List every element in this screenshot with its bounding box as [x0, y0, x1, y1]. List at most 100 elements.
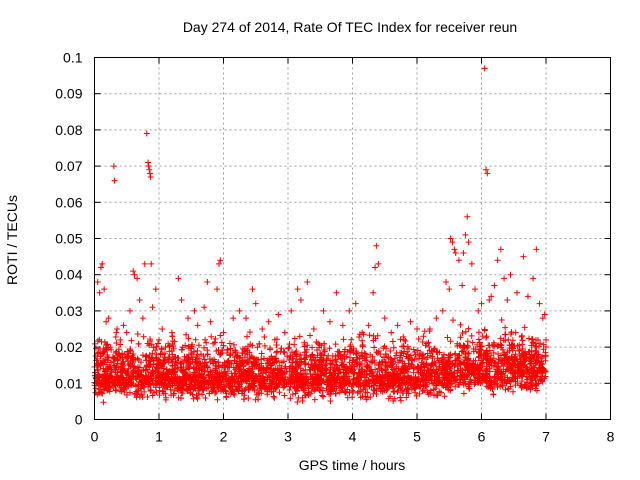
roti-data-points [91, 65, 549, 406]
band-data-point [310, 381, 317, 388]
band-data-point [461, 343, 468, 350]
band-data-point [511, 369, 518, 376]
band-data-point [121, 388, 128, 395]
band-data-point [393, 350, 400, 357]
data-point [103, 318, 110, 325]
data-point [504, 297, 511, 304]
band-data-point [280, 358, 287, 365]
data-point [152, 286, 159, 293]
band-data-point [460, 390, 467, 397]
data-point [375, 260, 382, 267]
band-data-point [231, 391, 238, 398]
band-data-point [227, 351, 234, 358]
band-data-point [381, 354, 388, 361]
band-data-point [512, 375, 519, 382]
band-data-point [222, 388, 229, 395]
band-data-point [148, 376, 155, 383]
plot-frame [94, 57, 611, 420]
band-data-point [272, 384, 279, 391]
band-data-point [188, 350, 195, 357]
data-point [99, 260, 106, 267]
band-data-point [452, 383, 459, 390]
band-data-point [512, 351, 519, 358]
band-data-point [537, 340, 544, 347]
band-data-point [164, 382, 171, 389]
data-point [145, 163, 152, 170]
band-data-point [271, 369, 278, 376]
band-data-point [390, 344, 397, 351]
band-data-point [470, 348, 477, 355]
band-data-point [356, 370, 363, 377]
x-tick-label: 5 [413, 429, 421, 445]
band-data-point [493, 366, 500, 373]
data-point [446, 286, 453, 293]
data-point [259, 326, 266, 332]
band-data-point [264, 388, 271, 395]
band-data-point [213, 378, 220, 385]
band-data-point [113, 363, 120, 370]
data-point [131, 271, 138, 278]
band-data-point [418, 359, 425, 366]
band-data-point [178, 383, 185, 390]
data-point [178, 297, 185, 304]
band-data-point [233, 373, 240, 380]
band-data-point [132, 382, 139, 389]
band-data-point [253, 361, 260, 368]
band-data-point [190, 348, 197, 355]
band-data-point [483, 334, 490, 341]
band-data-point [508, 353, 515, 360]
band-data-point [149, 392, 156, 399]
band-data-point [514, 367, 521, 374]
band-data-point [414, 347, 421, 354]
band-data-point [224, 361, 231, 368]
band-data-point [244, 333, 251, 340]
data-point [464, 213, 471, 220]
band-data-point [241, 357, 248, 364]
band-data-point [342, 346, 349, 353]
data-point [530, 275, 537, 282]
band-data-point [444, 334, 451, 341]
band-data-point [207, 368, 214, 375]
band-data-point [359, 353, 366, 360]
data-point [439, 307, 446, 314]
band-data-point [171, 387, 178, 394]
band-data-point [426, 343, 433, 350]
band-data-point [502, 337, 509, 344]
data-point [339, 322, 346, 329]
band-data-point [421, 354, 428, 361]
band-data-point [483, 348, 490, 355]
band-data-point [152, 347, 159, 354]
band-data-point [255, 396, 262, 403]
band-data-point [483, 333, 490, 340]
band-data-point [516, 360, 523, 367]
band-data-point [106, 374, 113, 381]
band-data-point [318, 362, 325, 369]
band-data-point [516, 346, 523, 353]
band-data-point [323, 385, 330, 392]
band-data-point [299, 394, 306, 401]
band-data-point [378, 379, 385, 386]
band-data-point [316, 386, 323, 393]
y-tick-label: 0.02 [55, 339, 82, 355]
band-data-point [431, 392, 438, 399]
band-data-point [350, 345, 357, 352]
band-data-point [534, 367, 541, 374]
band-data-point [340, 373, 347, 380]
band-data-point [303, 378, 310, 385]
band-data-point [200, 353, 207, 360]
band-data-point [515, 347, 522, 354]
data-point [333, 289, 340, 296]
band-data-point [273, 349, 280, 356]
band-data-point [502, 324, 509, 331]
band-data-point [276, 377, 283, 384]
band-data-point [150, 382, 157, 389]
band-data-point [440, 374, 447, 381]
band-data-point [280, 348, 287, 355]
band-data-point [278, 345, 285, 352]
band-data-point [475, 336, 482, 343]
band-data-point [478, 351, 485, 358]
band-data-point [178, 359, 185, 366]
band-data-point [274, 374, 281, 381]
band-data-point [498, 344, 505, 351]
